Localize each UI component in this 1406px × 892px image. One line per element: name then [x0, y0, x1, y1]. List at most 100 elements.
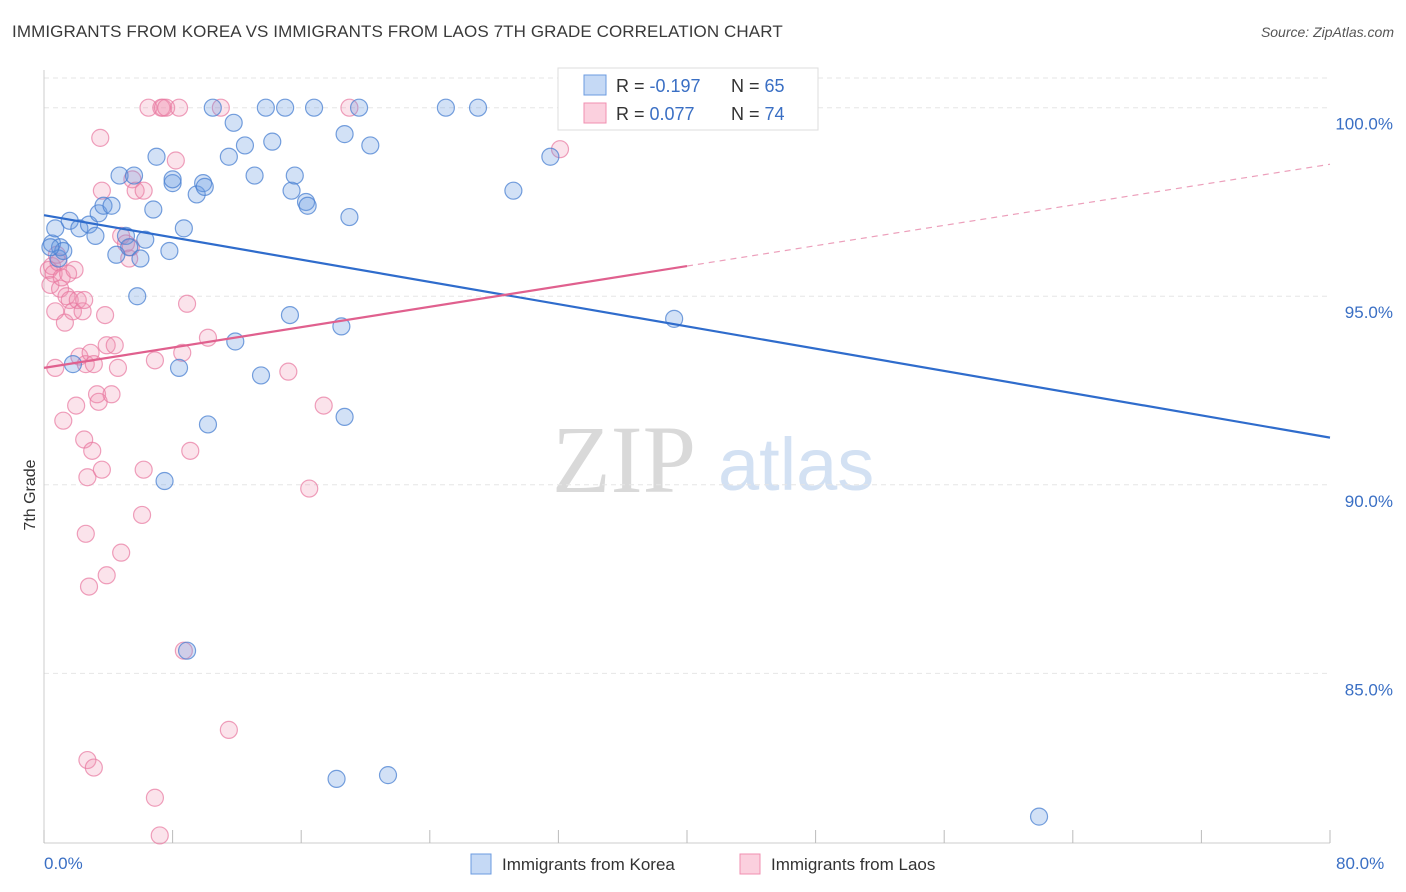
laos-point — [279, 362, 298, 381]
bottom-legend-korea-label: Immigrants from Korea — [502, 855, 675, 874]
legend-laos-n-value: 74 — [765, 104, 785, 124]
korea-point — [1029, 807, 1049, 826]
laos-point — [145, 788, 165, 807]
laos-point — [102, 385, 121, 404]
korea-point — [378, 766, 398, 785]
laos-trend-line — [43, 264, 688, 369]
laos-point — [550, 140, 570, 159]
korea-point — [304, 98, 324, 117]
y-tick-label: 100.0% — [1335, 115, 1393, 134]
legend-korea-r-value: -0.197 — [650, 76, 701, 96]
laos-point — [63, 302, 83, 321]
laos-point — [134, 460, 153, 479]
svg-text:N = 65: N = 65 — [731, 76, 785, 96]
laos-point — [145, 351, 165, 370]
series-legend: Immigrants from Korea Immigrants from La… — [470, 853, 935, 875]
x-tick-label-max: 80.0% — [1336, 854, 1384, 873]
laos-point — [78, 468, 97, 487]
korea-point — [203, 98, 222, 117]
korea-point — [280, 305, 300, 325]
korea-point — [169, 358, 189, 377]
laos-point — [139, 98, 158, 117]
laos-point — [150, 826, 169, 845]
laos-point — [181, 441, 200, 460]
laos-point — [92, 181, 111, 200]
laos-trend-extension — [686, 163, 1331, 267]
laos-point — [177, 294, 197, 313]
korea-point — [504, 181, 523, 200]
legend-korea-n-label: N = — [731, 76, 765, 96]
laos-point — [134, 181, 153, 200]
bottom-legend-laos-swatch — [739, 853, 761, 875]
laos-point — [314, 396, 333, 415]
legend-laos-r-value: 0.077 — [650, 104, 695, 124]
x-tick-label-min: 0.0% — [44, 854, 83, 873]
korea-point — [110, 166, 129, 185]
source-label: Source: ZipAtlas.com — [1260, 24, 1394, 40]
laos-point — [173, 343, 192, 362]
laos-point — [92, 460, 111, 479]
korea-point — [155, 471, 174, 491]
korea-point — [147, 147, 166, 166]
korea-point — [198, 415, 218, 434]
legend-laos-n-label: N = — [731, 104, 765, 124]
korea-point — [160, 241, 179, 261]
y-tick-label: 95.0% — [1345, 303, 1393, 322]
korea-point — [468, 98, 488, 117]
laos-point — [105, 336, 124, 355]
korea-point — [327, 769, 346, 788]
svg-text:N = 74: N = 74 — [731, 104, 785, 124]
korea-point — [136, 230, 155, 249]
laos-point — [68, 290, 87, 310]
korea-point — [335, 125, 354, 144]
korea-point — [219, 147, 238, 166]
korea-point — [224, 113, 243, 132]
korea-point — [70, 219, 89, 238]
laos-point — [157, 98, 176, 117]
korea-point — [335, 407, 354, 427]
chart-title: IMMIGRANTS FROM KOREA VS IMMIGRANTS FROM… — [12, 22, 783, 41]
y-tick-label: 85.0% — [1345, 680, 1393, 699]
laos-points — [39, 98, 570, 845]
korea-point — [86, 226, 105, 246]
korea-point — [226, 332, 245, 351]
korea-point — [116, 226, 136, 246]
watermark-zip: ZIP — [552, 406, 696, 513]
korea-point — [124, 166, 144, 185]
laos-point — [166, 151, 185, 170]
korea-point — [251, 366, 271, 385]
korea-point — [46, 219, 65, 238]
laos-point — [73, 302, 92, 321]
laos-point — [340, 98, 359, 117]
bottom-legend-laos-label: Immigrants from Laos — [771, 855, 935, 874]
laos-point — [112, 543, 131, 562]
korea-point — [340, 207, 359, 227]
korea-point — [349, 98, 369, 117]
laos-point — [91, 128, 110, 147]
laos-point — [76, 524, 95, 543]
laos-point — [108, 358, 128, 377]
laos-point — [97, 566, 116, 585]
korea-point — [285, 166, 304, 185]
laos-point — [132, 505, 152, 525]
y-tick-label: 90.0% — [1345, 492, 1393, 511]
korea-point — [174, 219, 193, 238]
laos-point — [67, 396, 86, 415]
legend-korea-n-value: 65 — [765, 76, 785, 96]
korea-point — [131, 249, 150, 268]
korea-point — [361, 136, 380, 155]
korea-point — [120, 238, 139, 257]
laos-point — [78, 750, 97, 770]
laos-point — [95, 305, 115, 325]
y-axis-title: 7th Grade — [22, 459, 39, 530]
axes: 100.0% 95.0% 90.0% 85.0% — [43, 70, 1393, 844]
legend-korea-r-label: R = — [616, 76, 650, 96]
svg-text:R = -0.197: R = -0.197 — [616, 76, 701, 96]
laos-point — [65, 260, 84, 279]
korea-trend-line — [43, 214, 1331, 439]
laos-point — [169, 98, 189, 117]
korea-point — [298, 196, 317, 215]
korea-point — [102, 196, 121, 215]
laos-point — [219, 720, 238, 739]
